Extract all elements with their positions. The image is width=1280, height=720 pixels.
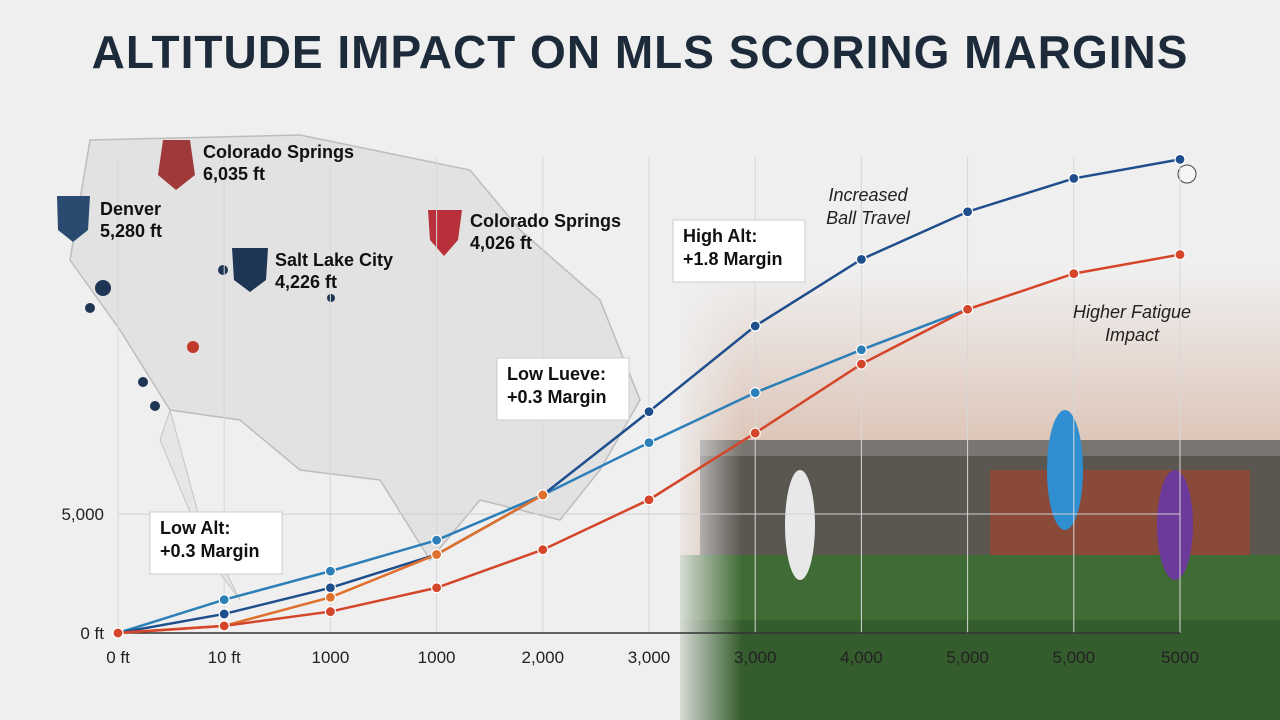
annotation: Low Lueve: [507,364,606,384]
data-point [643,437,655,449]
annotation: +0.3 Margin [507,387,607,407]
city-altitude: 5,280 ft [100,221,162,241]
x-tick-label: 5,000 [946,648,989,667]
annotation: Low Alt: [160,518,230,538]
x-tick-label: 5000 [1161,648,1199,667]
data-point [537,489,549,501]
annotation: High Alt: [683,226,757,246]
data-point [431,582,443,594]
data-point [218,620,230,632]
data-point [855,253,868,265]
chart-title: ALTITUDE IMPACT ON MLS SCORING MARGINS [92,26,1189,78]
city-altitude: 4,026 ft [470,233,532,253]
data-point [324,605,336,618]
x-tick-label: 10 ft [208,648,241,667]
data-point [643,494,655,506]
data-point [1174,153,1186,165]
city-name: Colorado Springs [203,142,354,162]
annotation-box [149,511,283,575]
annotation-box [496,357,630,421]
y-tick-label: 5,000 [61,505,104,524]
data-point [324,591,336,603]
data-point [961,303,974,315]
data-point [749,320,761,332]
data-point [749,427,761,439]
annotation: +1.8 Margin [683,249,783,269]
annotation: +0.3 Margin [160,541,260,561]
data-point [112,627,124,639]
x-tick-label: 3,000 [734,648,777,667]
annotation: Impact [1105,325,1160,345]
data-point [431,548,443,561]
city-name: Colorado Springs [470,211,621,231]
x-tick-label: 5,000 [1053,648,1096,667]
data-point [537,544,549,556]
data-point [324,582,336,594]
city-altitude: 6,035 ft [203,164,265,184]
data-point [218,608,230,620]
data-point [855,358,868,370]
x-tick-label: 4,000 [840,648,883,667]
data-point [643,406,655,418]
data-point [749,387,761,399]
data-point [1174,248,1186,261]
data-point [218,594,230,606]
annotation: Ball Travel [826,208,911,228]
annotation: Increased [828,185,908,205]
annotation-box [672,219,806,283]
data-point [1068,268,1080,280]
x-tick-label: 1000 [311,648,349,667]
city-altitude: 4,226 ft [275,272,337,292]
data-point [961,206,974,218]
data-point [1068,172,1080,185]
data-point [324,565,336,577]
city-name: Salt Lake City [275,250,393,270]
x-tick-label: 1000 [418,648,456,667]
city-name: Denver [100,199,161,219]
y-tick-label: 0 ft [80,624,104,643]
us-map [57,134,641,601]
x-tick-label: 2,000 [522,648,565,667]
x-tick-label: 0 ft [106,648,130,667]
data-point [431,534,443,546]
data-point [855,344,868,356]
x-tick-label: 3,000 [628,648,671,667]
annotation: Higher Fatigue [1073,302,1191,322]
